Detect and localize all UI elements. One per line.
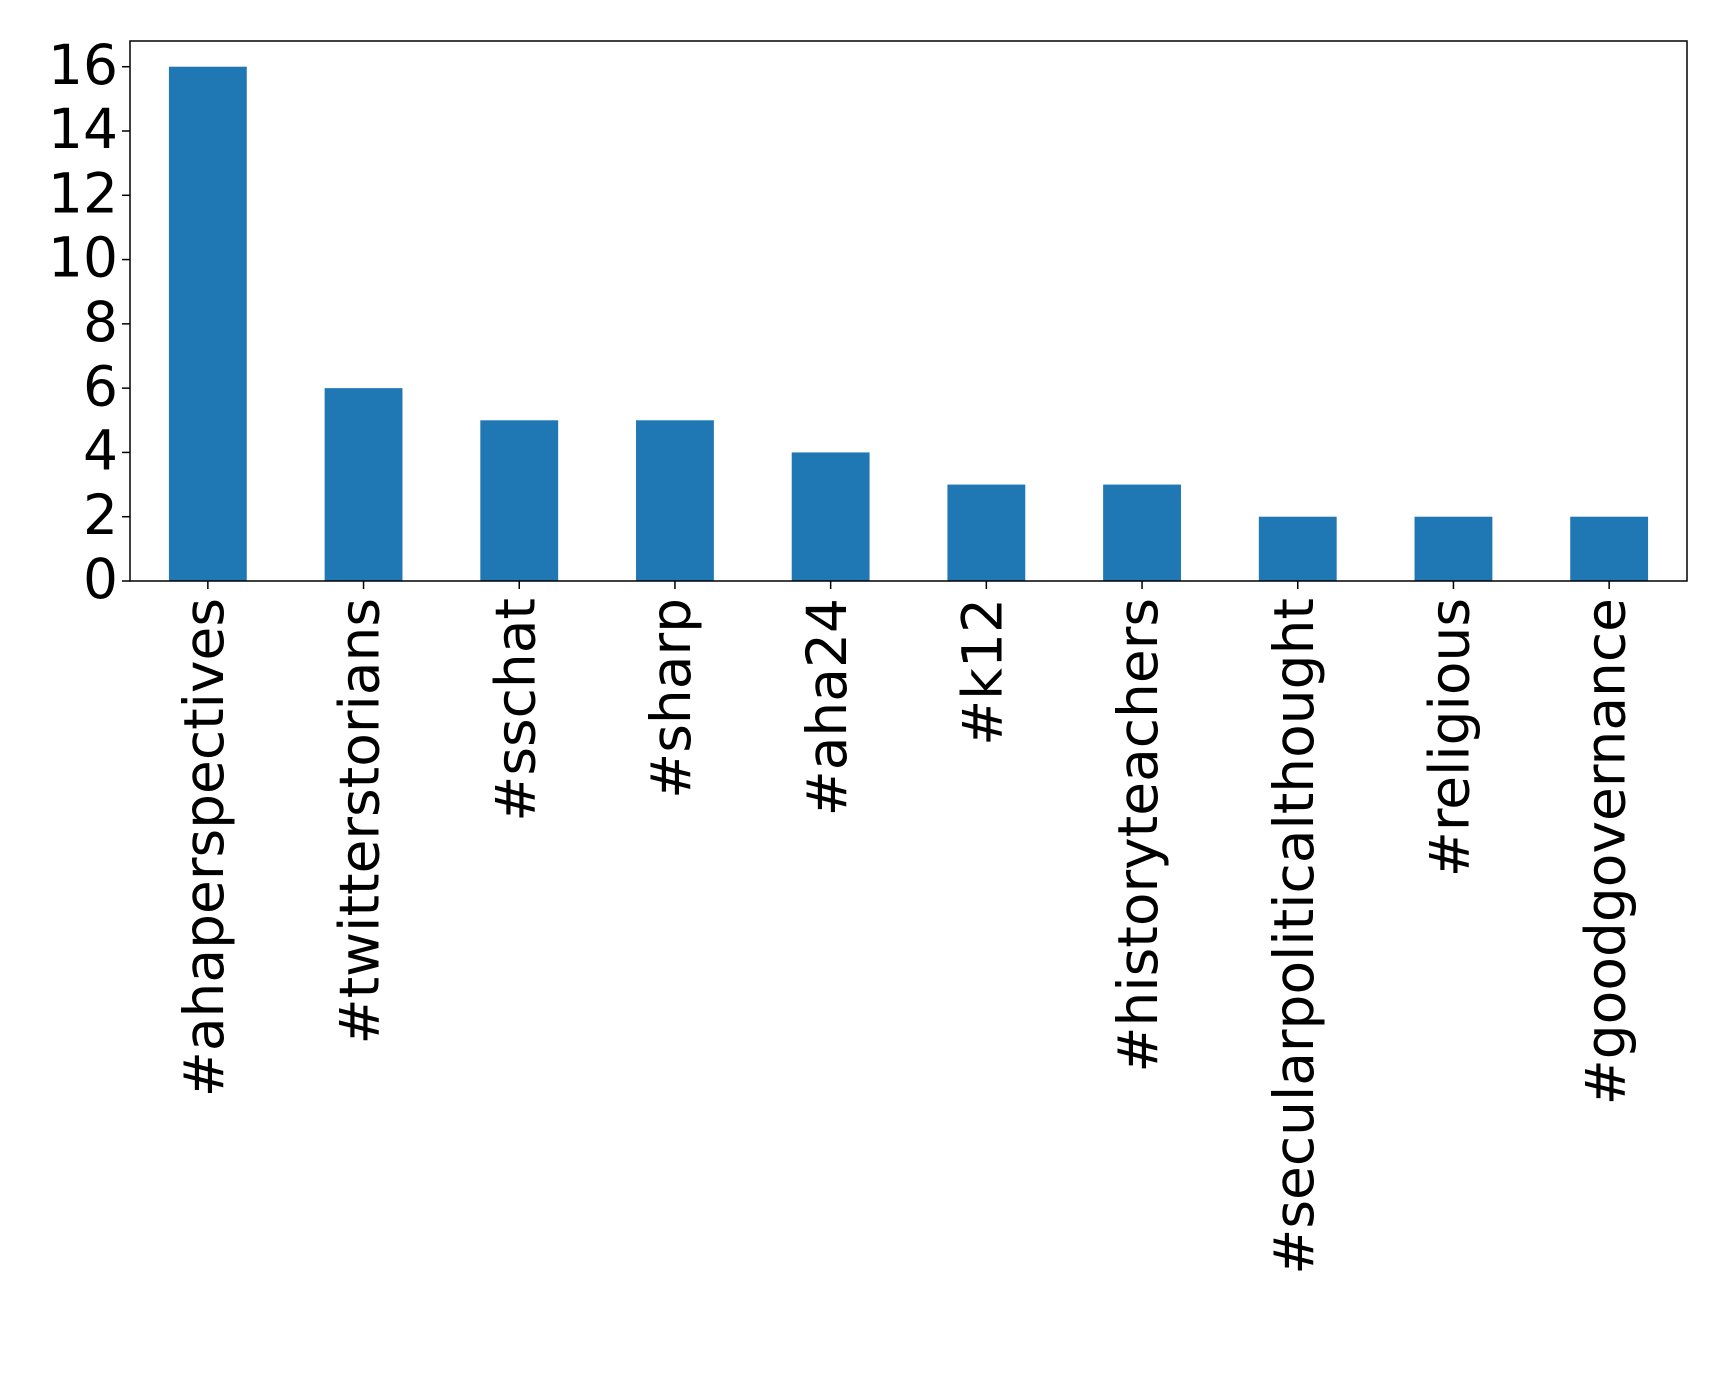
x-tick-label: #ahaperspectives [172,598,236,1097]
y-tick-label: 0 [83,547,118,611]
x-tick-label: #aha24 [795,598,859,816]
y-tick-label: 6 [83,354,118,418]
bar [1103,484,1181,581]
y-tick-label: 2 [83,483,118,547]
x-tick-label: #sschat [483,598,547,822]
bar [1258,516,1337,581]
bar [636,420,714,581]
x-tick-label: #historyteachers [1106,598,1170,1073]
x-tick-label: #k12 [950,598,1014,746]
bar [791,452,870,581]
y-tick-label: 4 [83,419,118,483]
y-tick-label: 16 [48,33,118,97]
x-tick-label: #secularpoliticalthought [1262,598,1326,1275]
y-tick-label: 14 [48,97,118,161]
bar [480,420,559,581]
x-tick-label: #twitterstorians [328,598,392,1044]
bar [168,66,247,581]
bar [1570,516,1649,581]
x-tick-label: #goodgovernance [1573,598,1637,1105]
bar [324,388,403,581]
bar [1414,516,1493,581]
x-tick-label: #religious [1418,598,1482,877]
y-tick-label: 10 [48,226,118,290]
y-tick-label: 8 [83,290,118,354]
plot-frame [129,40,1688,582]
y-tick-label: 12 [48,161,118,225]
bar [947,484,1026,581]
x-tick-label: #sharp [639,598,703,799]
